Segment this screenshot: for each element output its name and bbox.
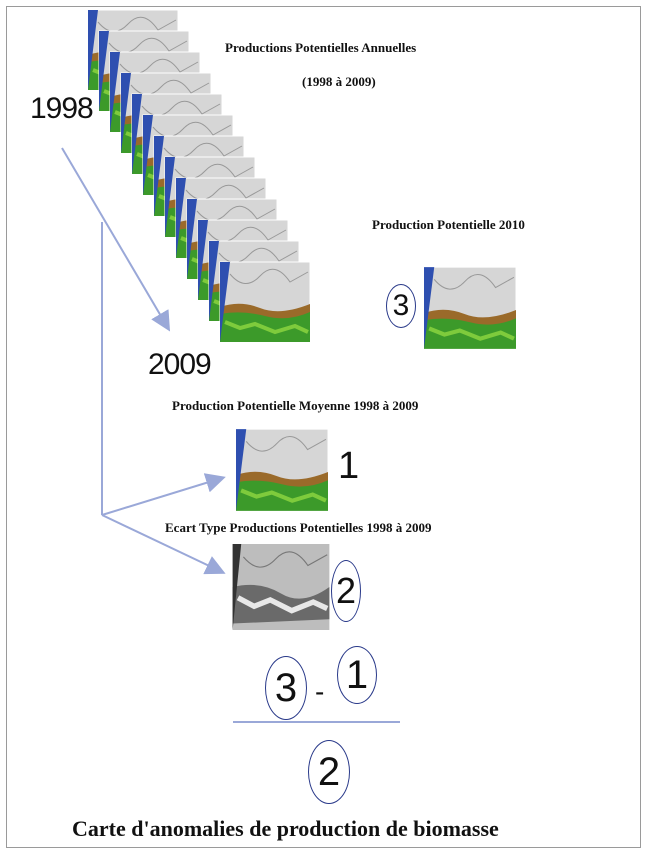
figure-frame [6, 6, 641, 848]
label-2-circle: 2 [331, 560, 361, 622]
formula-denominator-circle: 2 [308, 740, 350, 804]
mean-title: Production Potentielle Moyenne 1998 à 20… [172, 398, 419, 413]
formula-minus: - [315, 676, 325, 707]
formula-left-circle: 3 [265, 656, 307, 720]
annual-subtitle: (1998 à 2009) [302, 74, 376, 89]
arrow-1998-to-2009 [61, 147, 171, 332]
label-3-circle: 3 [386, 284, 416, 328]
arrow-to-ecart [101, 514, 226, 575]
annual-title: Productions Potentielles Annuelles [225, 40, 417, 55]
arrow-to-mean [101, 473, 226, 516]
ecart-map [232, 544, 330, 630]
year-end: 2009 [148, 348, 212, 381]
year-start: 1998 [30, 92, 94, 125]
mean-map [236, 428, 328, 512]
formula-right-circle: 1 [337, 646, 377, 704]
label-1: 1 [338, 445, 360, 487]
ecart-title: Ecart Type Productions Potentielles 1998… [165, 520, 432, 535]
bottom-title: Carte d'anomalies de production de bioma… [72, 816, 499, 841]
production-2010-title: Production Potentielle 2010 [372, 217, 525, 232]
production-2010-map [424, 266, 516, 350]
